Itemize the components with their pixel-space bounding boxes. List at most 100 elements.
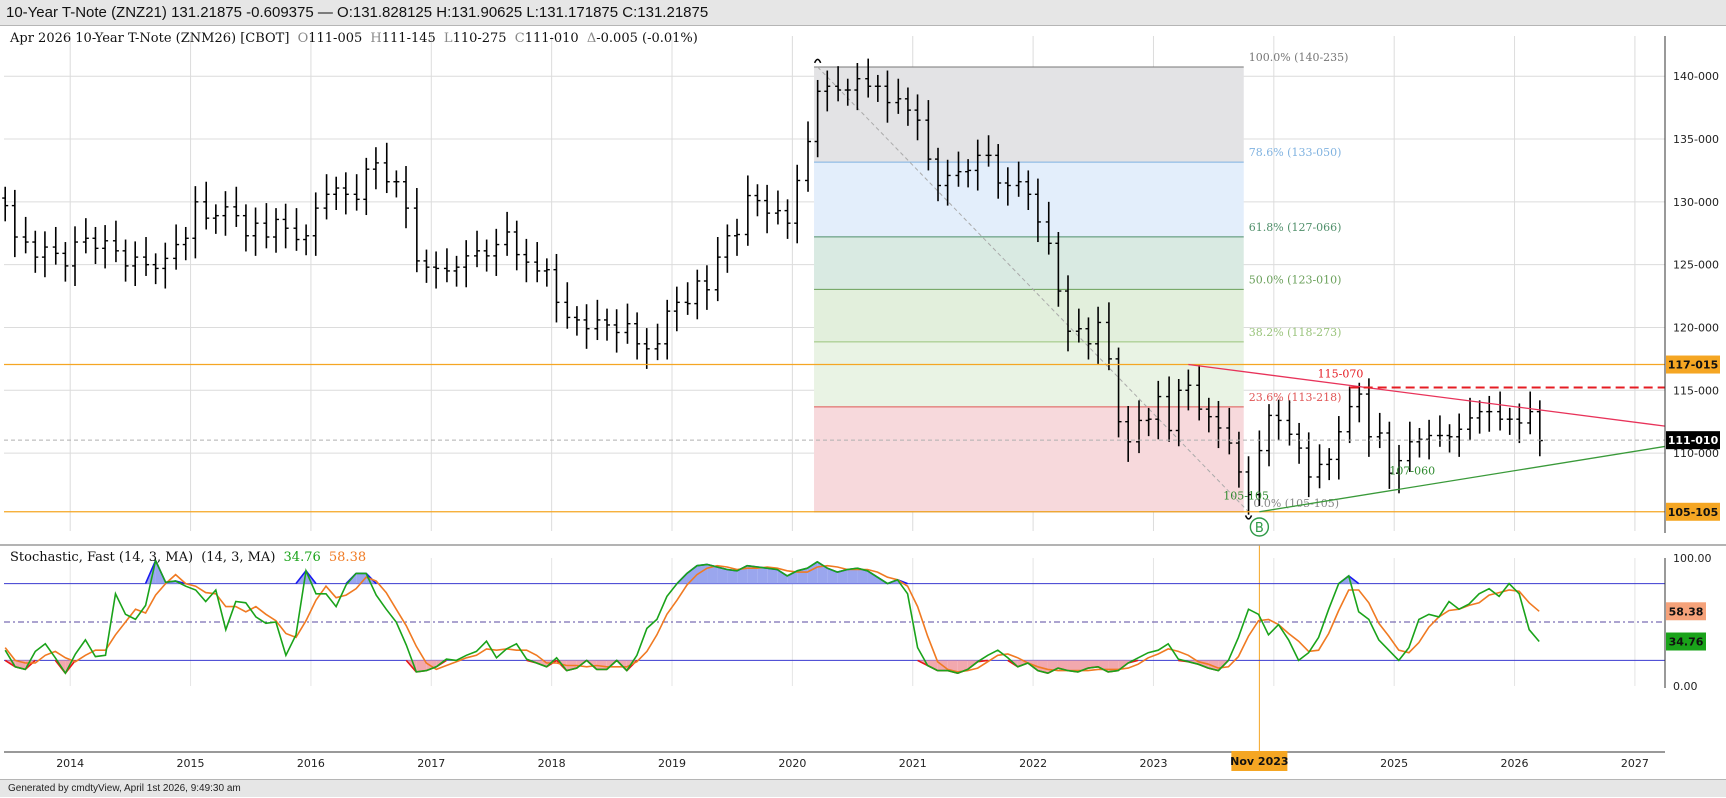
pivot-marker [813, 58, 822, 64]
stoch-k-line [4, 558, 1540, 675]
overbought-fill [767, 568, 778, 584]
high-value: 111-145 [382, 31, 436, 46]
b-marker-circle [1249, 517, 1270, 537]
overbought-fill [747, 565, 758, 584]
stoch-value-tag [1666, 602, 1706, 621]
fib-zone [814, 67, 1244, 163]
overlays: 115-070 105-105 107-060 B [4, 58, 1666, 752]
pivot-marker [1244, 515, 1253, 520]
stoch-d-value: 58.38 [329, 550, 366, 565]
close-key: C [515, 31, 525, 46]
svg-text:Apr 2026 10-Year T-Note (ZNM26: Apr 2026 10-Year T-Note (ZNM26) [CBOT] O… [9, 31, 698, 46]
price-tick-label: 135-000 [1673, 133, 1719, 146]
stoch-value-label: 58.38 [1669, 605, 1704, 618]
fib-level-label: 38.2% (118-273) [1249, 326, 1342, 339]
chart-area[interactable]: 100.0% (140-235) 78.6% (133-050) 61.8% (12… [0, 26, 1726, 779]
fib-level-label: 23.6% (113-218) [1249, 391, 1342, 404]
resistance-label: 115-070 [1318, 368, 1364, 381]
low-value: 110-275 [453, 31, 507, 46]
svg-text:Stochastic, Fast (14, 3, MA): Stochastic, Fast (14, 3, MA) (14, 3, MA)… [10, 550, 366, 565]
overbought-fill [867, 570, 878, 584]
open-value: 111-005 [308, 31, 362, 46]
window-title: 10-Year T-Note (ZNZ21) 131.21875 -0.6093… [0, 0, 1726, 26]
fib-zone [814, 341, 1244, 407]
oversold-fill [1088, 660, 1099, 669]
open-key: O [298, 31, 309, 46]
price-tick-label: 115-000 [1673, 384, 1719, 397]
price-tick-label: 120-000 [1673, 321, 1719, 334]
stoch-axis: 100.00 0.00 58.38 34.76 [1664, 552, 1712, 693]
overbought-fill [847, 568, 858, 584]
x-tick-label: 2016 [297, 757, 325, 770]
stoch-header: Stochastic, Fast (14, 3, MA) (14, 3, MA)… [10, 550, 366, 565]
price-tick-label: 110-000 [1673, 447, 1719, 460]
overbought-fill [686, 565, 698, 584]
horizontal-level-tag [1666, 355, 1720, 374]
close-value: 111-010 [525, 31, 579, 46]
oversold-fill [596, 660, 607, 670]
oversold-fill [1067, 660, 1079, 672]
oversold-segment [405, 659, 417, 673]
overbought-segment [295, 570, 307, 585]
x-tick-label: 2025 [1380, 757, 1408, 770]
x-tick-label: 2027 [1621, 757, 1649, 770]
support-label: 107-060 [1389, 464, 1435, 477]
fib-level-label: 50.0% (123-010) [1249, 273, 1342, 286]
price-tick-label: 125-000 [1673, 259, 1719, 272]
change-key: Δ [587, 31, 596, 46]
overbought-fill [787, 570, 798, 584]
stoch-title: Stochastic, Fast (14, 3, MA) [10, 550, 193, 565]
fib-diagonal [817, 66, 1249, 513]
x-highlight-label: Nov 2023 [1230, 755, 1288, 768]
horizontal-level-tag [1666, 502, 1720, 521]
stoch-lines [4, 558, 1540, 675]
stoch-grid [4, 558, 1665, 686]
x-tick-label: 2019 [658, 757, 686, 770]
downtrend-line [1188, 363, 1666, 427]
horizontal-level-label: 105-105 [1668, 506, 1719, 519]
stoch-value-label: 34.76 [1669, 636, 1704, 649]
stoch-k-value: 34.76 [284, 550, 321, 565]
x-tick-label: 2023 [1139, 757, 1167, 770]
x-highlight-tag [1231, 751, 1288, 771]
fib-level-label: 78.6% (133-050) [1249, 146, 1342, 159]
price-header: Apr 2026 10-Year T-Note (ZNM26) [CBOT] O… [9, 31, 698, 46]
x-tick-label: 2021 [899, 757, 927, 770]
fib-level-label: 61.8% (127-066) [1249, 221, 1342, 234]
stoch-value-tag [1666, 632, 1706, 651]
high-key: H [370, 31, 381, 46]
stoch-tick-label: 100.00 [1673, 552, 1712, 565]
oversold-fill [416, 660, 427, 672]
uptrend-line [1259, 445, 1666, 513]
overbought-fill [777, 569, 788, 584]
fib-zone [814, 406, 1244, 512]
support-label: 105-105 [1223, 490, 1269, 503]
overbought-fill [707, 564, 718, 584]
price-axis: 140-000 135-000 130-000 125-000 120-000 115-0… [1664, 36, 1720, 533]
price-tick-label: 130-000 [1673, 196, 1719, 209]
fib-level-label: 0.0% (105-105) [1253, 497, 1339, 510]
last-price-label: 111-010 [1668, 434, 1719, 447]
fib-zones: 100.0% (140-235) 78.6% (133-050) 61.8% (12… [814, 51, 1349, 513]
price-tick-label: 140-000 [1673, 70, 1719, 83]
oversold-fill [1037, 660, 1048, 674]
fib-zone [814, 289, 1244, 342]
price-chart-title: Apr 2026 10-Year T-Note (ZNM26) [CBOT] [9, 31, 289, 46]
oversold-segment [4, 659, 16, 668]
overbought-fill [727, 569, 738, 584]
stoch-d-line [4, 564, 1540, 673]
overbought-segment [144, 560, 157, 584]
oversold-segment [917, 659, 928, 667]
x-tick-label: 2017 [417, 757, 445, 770]
overbought-fill [717, 566, 728, 584]
footer-generated: Generated by cmdtyView, April 1st 2026, … [0, 779, 1726, 797]
change-value: -0.005 (-0.01%) [596, 31, 698, 46]
fib-level-label: 100.0% (140-235) [1249, 51, 1349, 64]
stoch-tick-label: 0.00 [1673, 680, 1698, 693]
overbought-fill [857, 568, 868, 584]
stoch-params: (14, 3, MA) [201, 550, 275, 565]
oversold-fill [927, 660, 938, 671]
x-tick-label: 2014 [56, 757, 84, 770]
overbought-fill [827, 568, 838, 584]
b-marker-label: B [1255, 521, 1264, 536]
